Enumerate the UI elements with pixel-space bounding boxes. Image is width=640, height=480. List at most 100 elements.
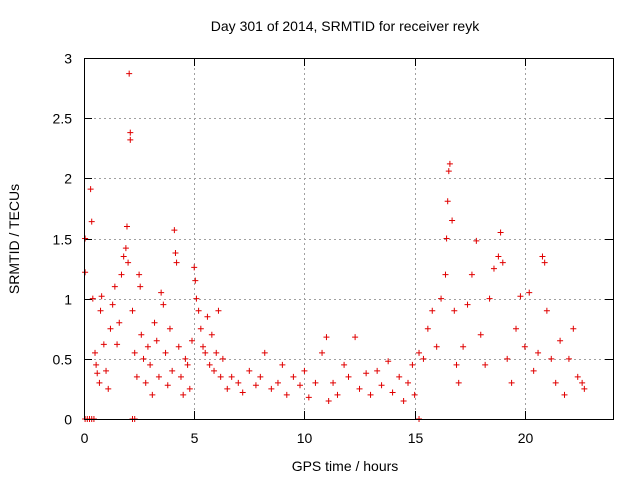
data-point — [127, 129, 134, 136]
data-point — [98, 293, 105, 300]
data-point — [268, 385, 275, 392]
data-point — [424, 325, 431, 332]
data-point — [125, 259, 132, 266]
data-point — [541, 259, 548, 266]
data-point — [202, 349, 209, 356]
data-point — [453, 361, 460, 368]
x-axis: 0 5 10 15 20 — [81, 58, 533, 446]
data-point — [261, 349, 268, 356]
data-point — [565, 355, 572, 362]
data-point — [378, 382, 385, 389]
data-point — [561, 391, 568, 398]
data-point — [449, 217, 456, 224]
data-point — [177, 373, 184, 380]
data-point — [557, 337, 564, 344]
data-point — [173, 259, 180, 266]
data-point — [252, 382, 259, 389]
data-point — [215, 307, 222, 314]
data-point — [356, 385, 363, 392]
y-tick-label: 2.5 — [53, 111, 73, 127]
data-point — [138, 331, 145, 338]
data-point — [396, 373, 403, 380]
data-point — [118, 271, 125, 278]
data-point — [477, 331, 484, 338]
data-point — [206, 361, 213, 368]
data-point — [444, 198, 451, 205]
plot-frame — [84, 58, 614, 420]
data-point — [175, 343, 182, 350]
data-point — [142, 379, 149, 386]
y-axis: 0 0.5 1 1.5 2 2.5 3 — [53, 51, 613, 428]
data-point — [490, 265, 497, 272]
data-point — [127, 136, 134, 143]
data-point — [186, 385, 193, 392]
data-point — [352, 334, 359, 341]
data-point — [521, 343, 528, 350]
x-tick-label: 15 — [408, 430, 424, 446]
chart-title: Day 301 of 2014, SRMTID for receiver rey… — [211, 18, 480, 34]
data-point — [570, 325, 577, 332]
data-point — [122, 245, 129, 252]
data-point — [211, 367, 218, 374]
data-point — [283, 391, 290, 398]
data-point — [411, 391, 418, 398]
data-point — [504, 355, 511, 362]
data-point — [116, 319, 123, 326]
data-point — [409, 361, 416, 368]
data-point — [97, 307, 104, 314]
data-point — [400, 397, 407, 404]
data-point — [164, 382, 171, 389]
data-point — [239, 389, 246, 396]
data-point — [100, 341, 107, 348]
x-axis-label: GPS time / hours — [292, 458, 399, 474]
data-point — [451, 307, 458, 314]
data-point — [319, 349, 326, 356]
data-point — [405, 379, 412, 386]
data-point — [147, 361, 154, 368]
data-point — [129, 307, 136, 314]
data-point — [158, 289, 165, 296]
data-point — [126, 70, 133, 77]
x-tick-label: 10 — [297, 430, 313, 446]
data-point — [120, 253, 127, 260]
data-point — [109, 301, 116, 308]
data-point — [195, 307, 202, 314]
grid-lines — [84, 58, 613, 419]
data-point — [433, 343, 440, 350]
data-point — [200, 343, 207, 350]
data-point — [155, 373, 162, 380]
x-tick-label: 0 — [81, 430, 89, 446]
data-point — [82, 235, 89, 242]
data-point — [552, 379, 559, 386]
data-point — [136, 271, 143, 278]
data-point — [543, 307, 550, 314]
data-point — [330, 379, 337, 386]
data-point — [548, 355, 555, 362]
data-point — [513, 325, 520, 332]
data-point — [257, 373, 264, 380]
data-point — [446, 160, 453, 167]
data-point — [96, 379, 103, 386]
data-point — [495, 253, 502, 260]
data-point — [367, 391, 374, 398]
data-point — [149, 391, 156, 398]
data-point — [460, 343, 467, 350]
data-point — [228, 373, 235, 380]
data-point — [279, 361, 286, 368]
data-point — [160, 301, 167, 308]
data-point — [153, 337, 160, 344]
data-point — [443, 235, 450, 242]
data-point — [191, 264, 198, 271]
data-point — [579, 379, 586, 386]
data-point — [189, 337, 196, 344]
y-axis-label: SRMTID / TECUs — [6, 184, 22, 294]
data-point — [486, 295, 493, 302]
data-point — [499, 259, 506, 266]
data-point — [162, 349, 169, 356]
y-tick-label: 1 — [64, 292, 72, 308]
data-point — [530, 367, 537, 374]
data-point — [137, 283, 144, 290]
data-point — [323, 334, 330, 341]
data-point — [103, 367, 110, 374]
